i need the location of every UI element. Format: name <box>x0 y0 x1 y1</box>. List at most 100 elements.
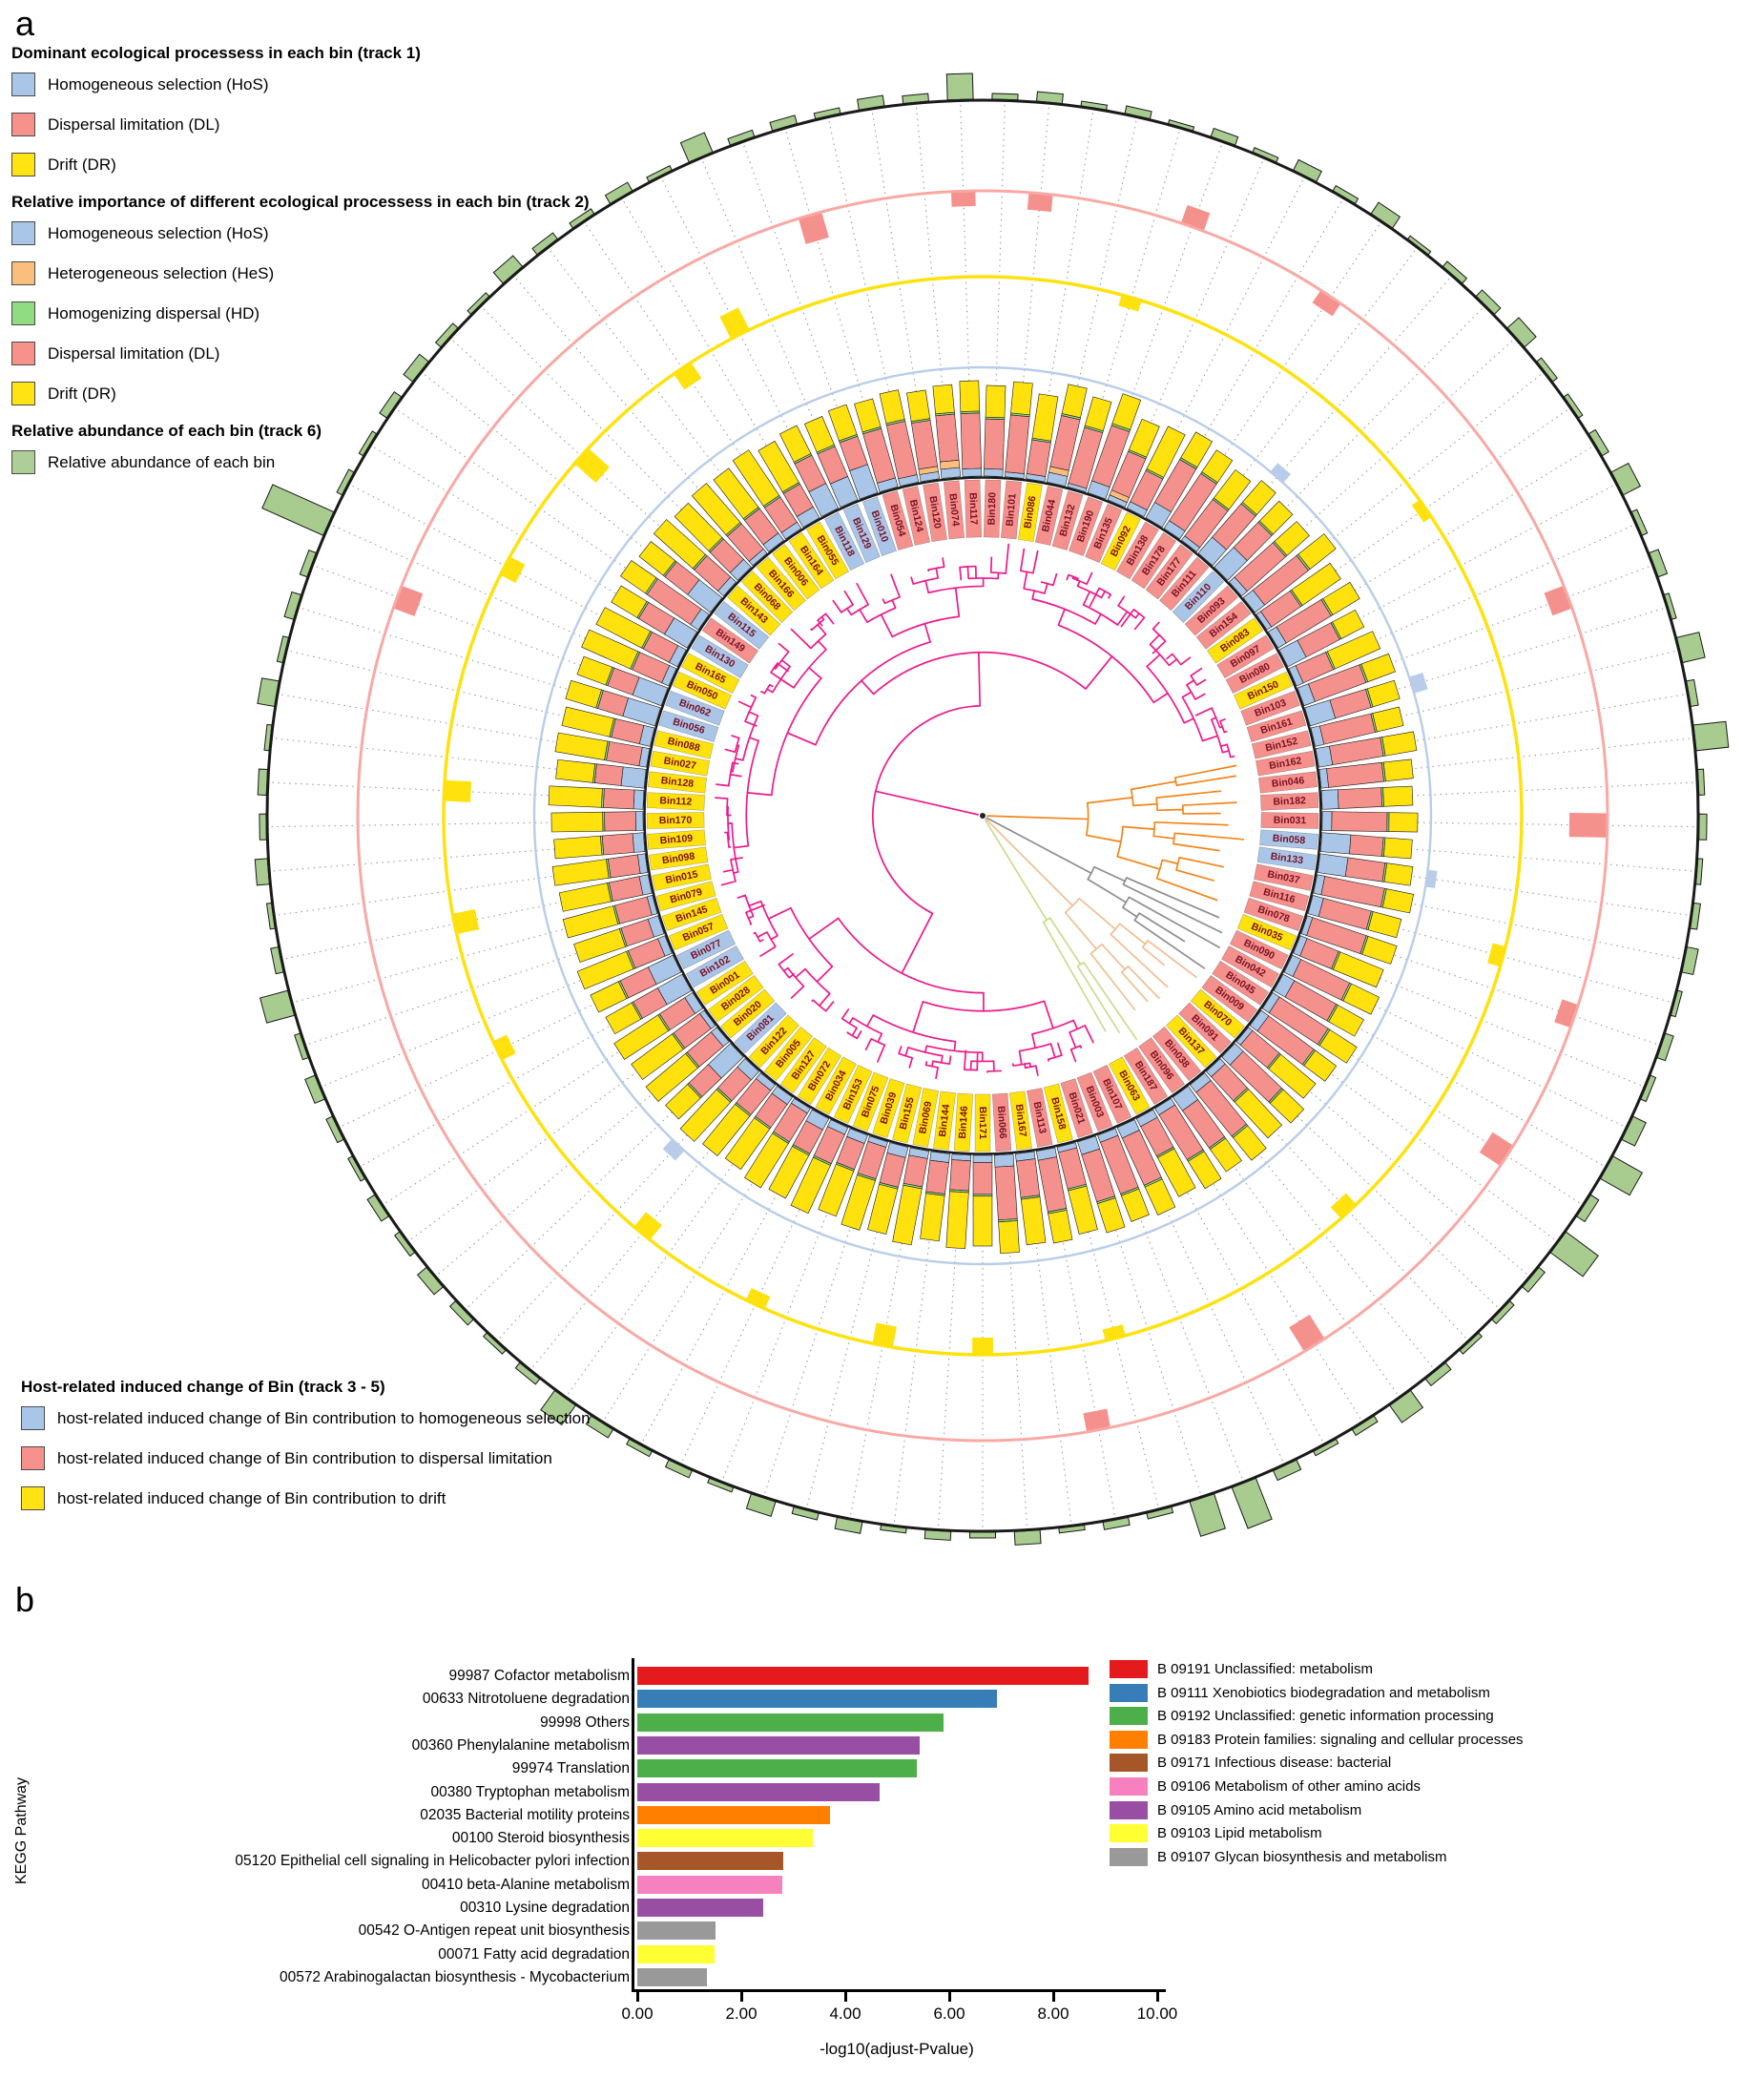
circular-tree-figure: Bin180 Bin101 Bin086 Bin044 Bin132 Bin190 Bin1… <box>181 14 1764 1617</box>
dotted-guide-line <box>915 107 952 474</box>
legend-top-left: Dominant ecological processess in each b… <box>11 38 590 490</box>
dotted-guide-line <box>1307 924 1657 1045</box>
bar-category-label: 00100 Steroid biosynthesis <box>451 1830 630 1847</box>
legend-track2-item: Homogenizing dispersal (HD) <box>11 301 590 325</box>
dotted-guide-line <box>1281 984 1604 1166</box>
stack-seg-dr <box>724 1117 771 1171</box>
bin-Bin170: Bin170 <box>550 811 705 833</box>
dotted-guide-line <box>1173 224 1380 531</box>
stack-seg-dr <box>1233 1125 1267 1161</box>
bin-Bin028: Bin028 <box>631 975 764 1080</box>
stack-seg-dr <box>1381 731 1418 757</box>
bin-label-box <box>1145 544 1193 600</box>
pathway-bar <box>637 1852 784 1871</box>
bin-Bin015: Bin015 <box>558 863 712 912</box>
bin-label-box <box>652 863 712 891</box>
bin-label-box <box>943 480 965 540</box>
hos-change-bar <box>1425 869 1438 888</box>
bin-Bin154: Bin154 <box>1195 533 1337 650</box>
legend-track2-title: Relative importance of different ecologi… <box>11 193 590 211</box>
bin-label-box <box>1166 1014 1217 1069</box>
stack-seg-dr <box>631 1033 684 1080</box>
bin-label-box <box>1246 710 1307 742</box>
stack-seg-dr <box>590 981 628 1013</box>
dotted-guide-line <box>323 945 666 1087</box>
pathway-bar <box>637 1875 783 1894</box>
bin-label-box <box>740 571 794 623</box>
dotted-guide-line <box>1231 1052 1499 1308</box>
stack-seg-dl <box>879 1153 906 1188</box>
pathway-bar <box>637 1782 880 1801</box>
stack-seg-dr <box>1361 935 1398 965</box>
stack-seg-dr <box>1084 396 1112 431</box>
dotted-guide-line <box>1322 862 1688 916</box>
bin-label: Bin112 <box>659 795 693 808</box>
dotted-guide-line <box>410 1019 708 1240</box>
bar-category-label: 05120 Epithelial cell signaling in Helic… <box>235 1853 630 1870</box>
bin-label-box <box>748 1014 799 1069</box>
stack-seg-dr <box>790 1156 831 1215</box>
bin-Bin074: Bin074 <box>932 384 965 540</box>
stack-seg-dr <box>551 859 610 886</box>
bin-Bin009: Bin009 <box>1201 975 1338 1082</box>
abundance-bar <box>1549 1231 1599 1277</box>
bin-label-box <box>953 1092 974 1153</box>
bin-label-box <box>681 653 740 695</box>
stack-seg-dr <box>804 416 835 453</box>
stack-seg-dl <box>911 420 939 470</box>
bin-label-box <box>1195 601 1252 650</box>
bin-label: Bin133 <box>1270 851 1304 867</box>
stack-seg-hos <box>1320 789 1339 810</box>
stack-seg-dr <box>613 1014 669 1060</box>
stack-seg-dl <box>1015 1158 1041 1198</box>
dotted-guide-line <box>604 1106 801 1420</box>
stack-seg-dr <box>1303 1049 1338 1082</box>
bin-label-box <box>892 1083 923 1144</box>
bin-label-box <box>991 1092 1012 1153</box>
stack-seg-dr <box>555 758 595 783</box>
pathway-bar <box>637 1759 918 1778</box>
dotted-guide-line <box>332 525 670 676</box>
legend-track1-item-label: Dispersal limitation (DL) <box>48 114 220 134</box>
bin-label-box <box>1259 829 1318 850</box>
bin-label-box <box>658 710 719 742</box>
dl-change-bar <box>1479 1132 1514 1167</box>
bin-Bin031: Bin031 <box>1260 811 1419 833</box>
abundance-bar <box>257 768 268 796</box>
stack-seg-dr <box>1241 480 1276 515</box>
stack-seg-dr <box>576 655 613 686</box>
dr-change-bar <box>972 1338 993 1355</box>
stack-seg-dl <box>1026 439 1051 477</box>
pathway-bar <box>637 1690 998 1709</box>
dotted-guide-line <box>828 120 909 481</box>
bin-label-box <box>1076 1071 1113 1132</box>
bin-Bin056: Bin056 <box>565 679 719 742</box>
x-axis-tick <box>740 1992 743 2002</box>
legend-track1-item: Dispersal limitation (DL) <box>11 113 590 136</box>
legend-track1-title: Dominant ecological processess in each b… <box>11 44 421 62</box>
bin-label-box <box>1234 671 1294 710</box>
dr-change-bar <box>492 1034 516 1061</box>
bin-label-box <box>763 1026 813 1082</box>
bin-label-box <box>1178 1002 1232 1054</box>
dotted-guide-line <box>1199 1081 1433 1368</box>
hos-change-bar <box>662 1138 685 1161</box>
stack-seg-dr <box>1210 1137 1242 1173</box>
dotted-guide-line <box>273 841 641 872</box>
dotted-guide-line <box>992 104 1006 473</box>
kegg-legend-item: B 09171 Infectious disease: bacterial <box>1110 1754 1391 1773</box>
dl-change-bar <box>1568 812 1608 838</box>
bin-Bin088: Bin088 <box>561 706 715 759</box>
bin-Bin166: Bin166 <box>691 483 806 612</box>
legend-track345-swatch-icon <box>21 1406 45 1430</box>
x-axis-tick-label: 10.00 <box>1136 2004 1178 2023</box>
legend-track345-swatch-icon <box>21 1446 45 1470</box>
abundance-bar <box>482 1332 507 1355</box>
bin-label-box <box>1240 690 1300 726</box>
dotted-guide-line <box>1107 1135 1243 1479</box>
dotted-guide-line <box>362 984 684 1166</box>
stack-seg-dr <box>972 1195 993 1247</box>
dotted-guide-line <box>278 862 643 916</box>
stack-seg-dr <box>1383 837 1413 860</box>
stack-seg-dr <box>1031 393 1059 442</box>
